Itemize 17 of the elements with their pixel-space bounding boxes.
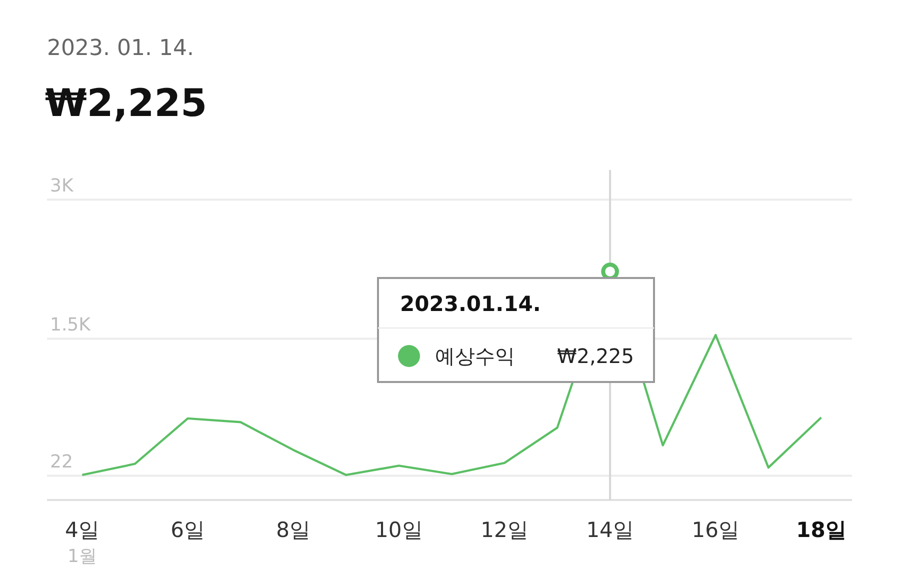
y-tick-label: 22: [50, 452, 73, 473]
annotation: 2023.01.14.: [400, 292, 541, 316]
legend-label: 예상수익: [435, 344, 515, 368]
annotation: ₩2,225: [556, 344, 634, 368]
x-tick-label: 4일: [65, 518, 100, 542]
x-tick-label: 8일: [276, 518, 311, 542]
x-tick-label: 6일: [170, 518, 205, 542]
chart-title: 2023. 01. 14.: [47, 36, 194, 61]
x-tick-label: 16일: [692, 518, 740, 542]
x-tick-label: 10일: [375, 518, 423, 542]
x-tick-label: 12일: [480, 518, 528, 542]
chart-subtitle: ₩2,225: [45, 81, 208, 125]
y-tick-label: 1.5K: [50, 314, 92, 336]
y-tick-label: 3K: [50, 176, 74, 197]
x-tick-label: 14일: [586, 518, 634, 542]
text: 1월: [67, 546, 97, 567]
x-tick-label: 18일: [796, 518, 846, 542]
